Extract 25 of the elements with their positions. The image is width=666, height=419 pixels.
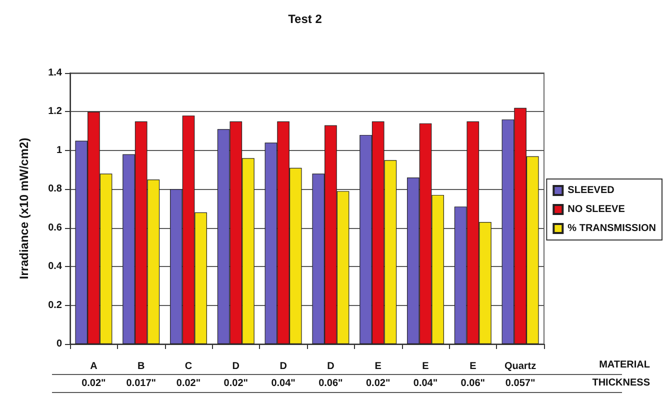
y-tick-label: 0.6 xyxy=(48,222,62,234)
y-tick-label: 0.2 xyxy=(48,300,62,311)
y-tick-label: 0.8 xyxy=(48,184,62,195)
y-tick-label: 1 xyxy=(56,144,62,156)
x-tick-label: D 0.02" xyxy=(224,361,248,389)
y-axis-title: Irradiance (x10 mW/cm2) xyxy=(17,138,31,280)
legend-label: % TRANSMISSION xyxy=(568,223,656,234)
x-tick-label: E 0.06" xyxy=(460,361,486,389)
x-tick-label: C 0.02" xyxy=(176,361,201,389)
x-tick-label: D 0.04" xyxy=(271,361,296,389)
y-tick-label: 1.4 xyxy=(48,68,62,78)
y-tick-label: 0.4 xyxy=(48,261,62,272)
x-tick-label: Quartz 0.057" xyxy=(504,361,536,389)
x-tick-label: E 0.04" xyxy=(413,361,438,389)
y-tick-label: 0 xyxy=(56,338,62,350)
y-tick-label: 1.2 xyxy=(48,106,62,118)
legend-label: NO SLEEVE xyxy=(568,204,626,215)
text: MATERIAL xyxy=(599,360,650,370)
x-tick-label: E 0.02" xyxy=(366,361,390,389)
x-tick-label: B 0.017" xyxy=(126,361,156,389)
text: THICKNESS xyxy=(592,378,650,388)
chart-title: Test 2 xyxy=(288,12,322,26)
x-tick-label: A 0.02" xyxy=(82,361,106,389)
legend-label: SLEEVED xyxy=(568,185,614,196)
x-tick-label: D 0.06" xyxy=(318,361,344,389)
